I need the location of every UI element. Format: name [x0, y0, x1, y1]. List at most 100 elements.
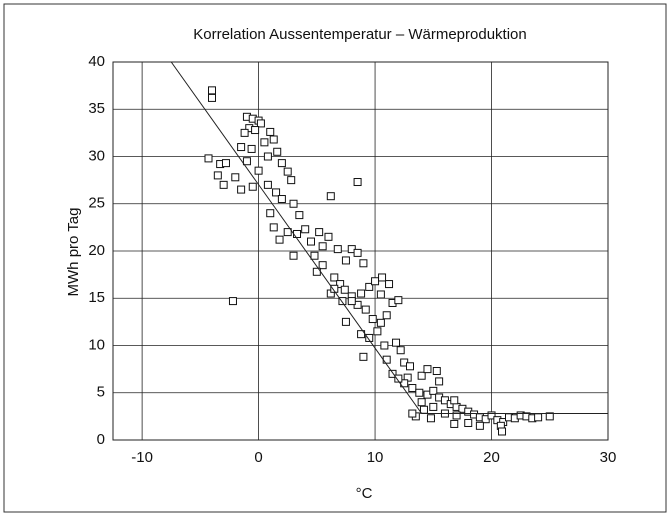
data-point: [392, 338, 401, 347]
data-point: [221, 159, 230, 168]
data-point: [419, 405, 428, 414]
data-point: [347, 297, 356, 306]
frame: [3, 3, 667, 513]
data-point: [385, 280, 394, 289]
data-point: [394, 374, 403, 383]
data-point: [315, 228, 324, 237]
data-point: [336, 280, 345, 289]
data-point: [394, 296, 403, 305]
y-tick-label: 20: [88, 242, 105, 259]
x-tick-label: 10: [367, 449, 384, 466]
data-point: [293, 229, 302, 238]
data-point: [388, 369, 397, 378]
data-point: [487, 411, 496, 420]
data-point: [357, 289, 366, 298]
data-point: [365, 333, 374, 342]
data-point: [380, 341, 389, 350]
data-point: [361, 305, 370, 314]
x-axis-label: °C: [356, 485, 373, 502]
data-point: [219, 180, 228, 189]
y-tick-label: 5: [97, 384, 105, 401]
data-point: [340, 285, 349, 294]
data-point: [240, 128, 249, 137]
y-tick-label: 25: [88, 195, 105, 212]
data-point: [295, 211, 304, 220]
data-point: [266, 127, 275, 136]
data-point: [338, 297, 347, 306]
data-point: [289, 199, 298, 208]
data-point: [242, 157, 251, 166]
data-point: [256, 119, 265, 128]
y-tick-label: 40: [88, 53, 105, 70]
data-point: [378, 273, 387, 282]
data-point: [545, 412, 554, 421]
x-tick-label: -10: [131, 449, 153, 466]
data-point: [324, 232, 333, 241]
data-point: [272, 188, 281, 197]
data-point: [307, 237, 315, 246]
data-point: [464, 418, 473, 427]
data-point: [408, 384, 417, 393]
data-point: [396, 346, 405, 355]
data-point: [341, 317, 350, 326]
data-point: [260, 138, 269, 147]
data-point: [247, 144, 256, 153]
data-point: [417, 398, 426, 407]
y-tick-label: 15: [88, 289, 105, 306]
data-point: [432, 367, 441, 376]
data-point: [318, 261, 327, 270]
data-point: [475, 421, 484, 430]
data-point: [263, 152, 272, 161]
data-point: [450, 419, 459, 428]
data-point: [231, 173, 240, 182]
data-point: [417, 371, 426, 380]
data-point: [326, 192, 335, 201]
data-point: [534, 413, 543, 422]
chart-title: Korrelation Aussentemperatur – Wärmeprod…: [193, 26, 527, 43]
data-point: [266, 209, 275, 218]
data-point: [204, 154, 213, 163]
y-tick-label: 0: [97, 431, 105, 448]
data-point: [237, 185, 246, 194]
data-point: [452, 411, 461, 420]
data-point: [277, 159, 286, 168]
data-point: [228, 297, 237, 306]
data-point: [289, 251, 298, 260]
data-point: [318, 242, 327, 251]
data-point: [359, 352, 368, 361]
data-point: [368, 315, 377, 324]
data-point: [269, 135, 278, 144]
data-point: [406, 362, 414, 371]
fit-line: [170, 61, 608, 415]
data-point: [330, 273, 339, 282]
data-point: [365, 282, 374, 291]
data-point: [208, 93, 216, 102]
data-point: [287, 176, 296, 185]
data-point: [353, 248, 362, 257]
data-point: [237, 143, 246, 152]
data-point: [248, 182, 257, 191]
data-point: [359, 259, 368, 268]
data-point: [408, 409, 417, 418]
y-tick-label: 30: [88, 147, 105, 164]
y-axis-label: MWh pro Tag: [65, 208, 82, 297]
data-point: [353, 178, 362, 187]
data-point: [382, 311, 391, 320]
data-point: [423, 365, 432, 374]
data-point: [330, 284, 339, 293]
plot-area: [112, 61, 609, 441]
data-point: [277, 195, 286, 204]
data-point: [208, 86, 216, 95]
data-point: [301, 225, 310, 234]
data-point: [415, 388, 424, 397]
data-point: [435, 377, 444, 386]
data-point: [273, 147, 282, 156]
y-tick-label: 10: [88, 336, 105, 353]
data-point: [429, 386, 438, 395]
data-point: [376, 318, 385, 327]
data-point: [376, 290, 385, 299]
x-tick-label: 0: [254, 449, 262, 466]
data-point: [371, 277, 380, 286]
